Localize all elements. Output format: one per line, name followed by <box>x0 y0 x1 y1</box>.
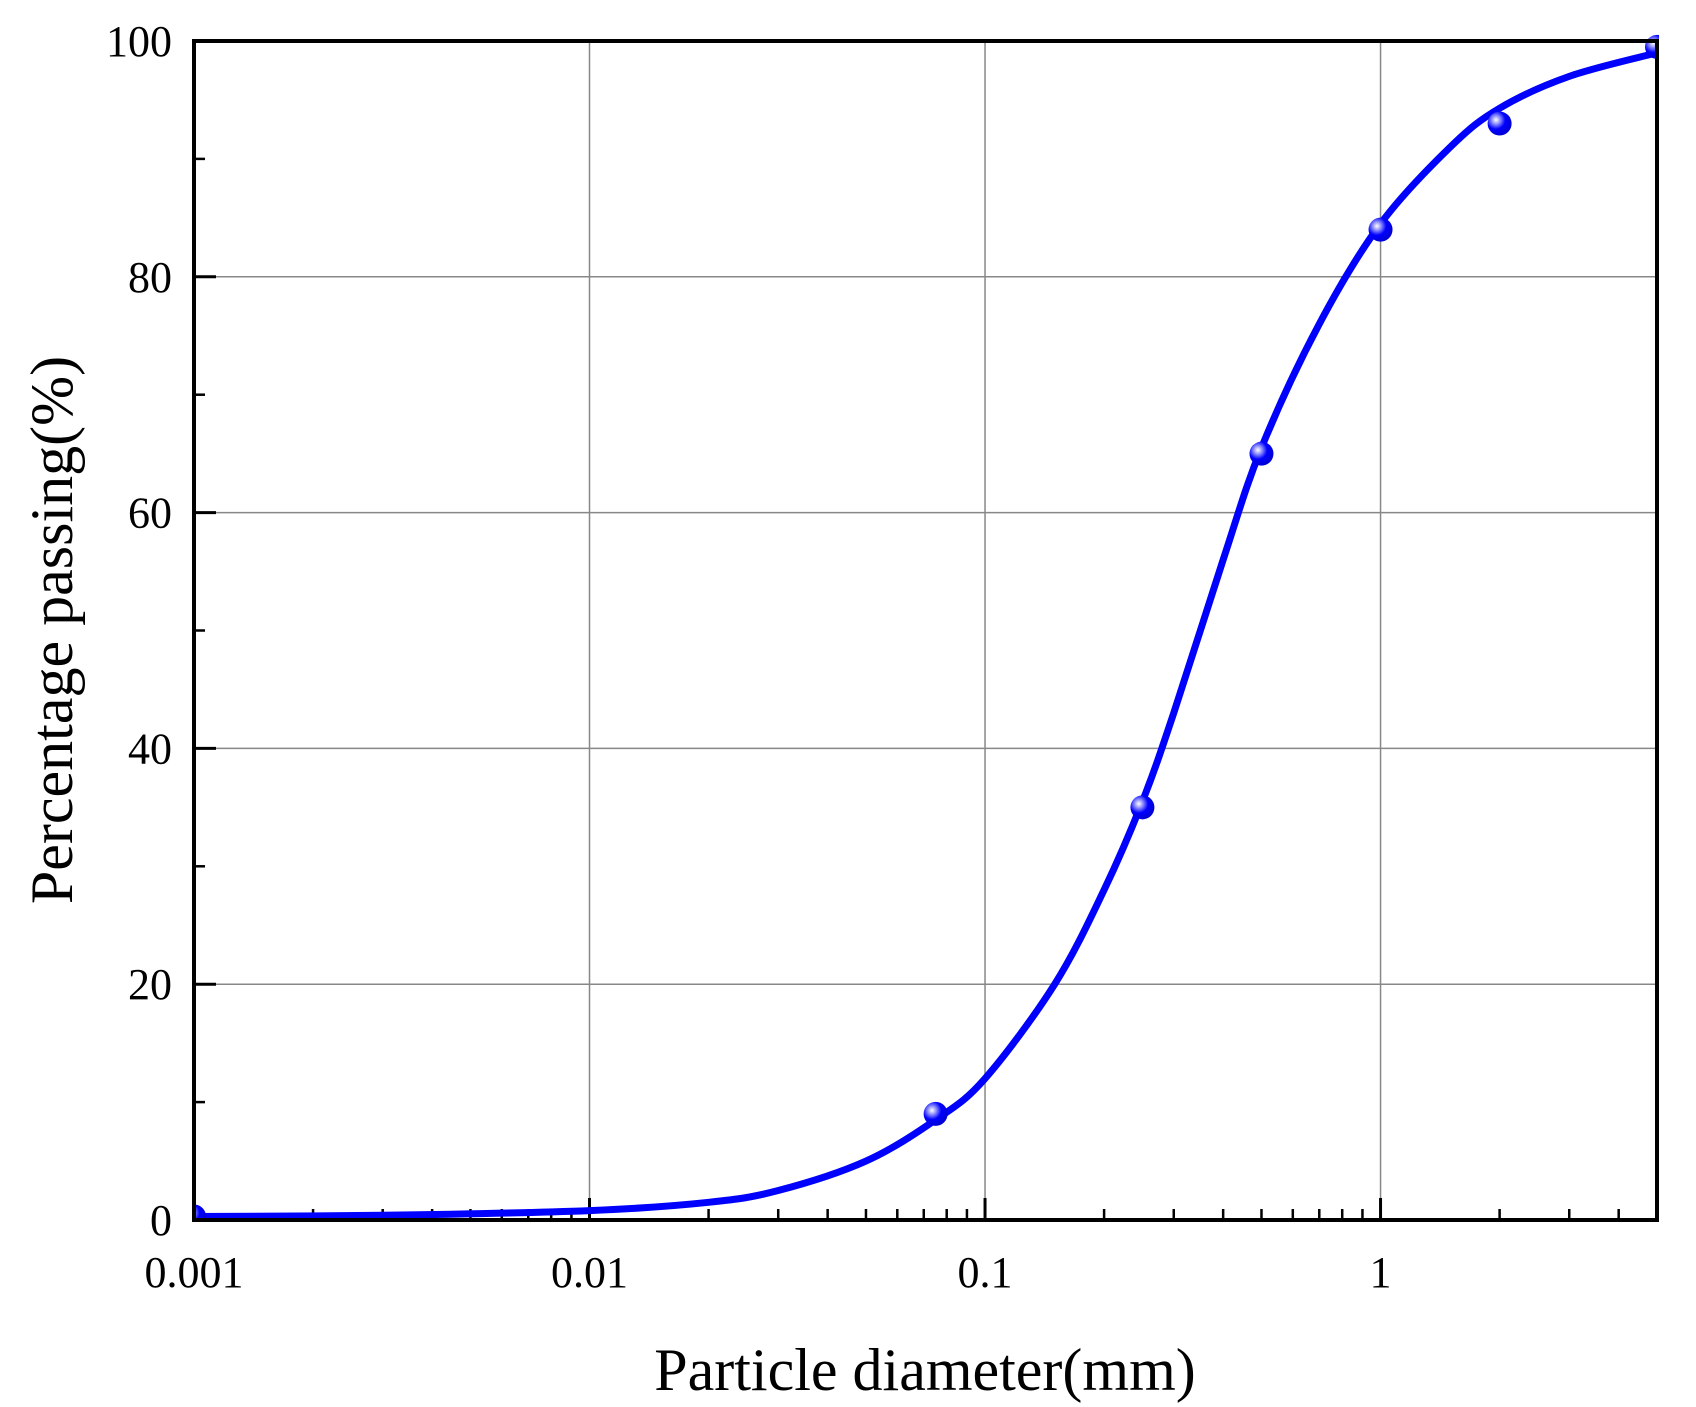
y-tick-label: 60 <box>128 489 172 538</box>
data-point <box>1368 217 1393 242</box>
data-point <box>923 1101 948 1126</box>
plot-frame <box>192 39 1659 1222</box>
fitted-curve-line <box>194 49 1658 1220</box>
x-tick-label: 1 <box>1370 1248 1392 1297</box>
y-tick-label: 80 <box>128 253 172 302</box>
y-tick-label: 20 <box>128 960 172 1009</box>
y-tick-label: 100 <box>106 17 172 66</box>
data-point <box>1487 111 1512 136</box>
x-axis-label: Particle diameter(mm) <box>654 1337 1195 1403</box>
y-tick-label: 0 <box>150 1196 172 1245</box>
tick-labels: 0.001 0.01 0.1 1 0 20 40 60 80 100 <box>106 17 1392 1297</box>
grid <box>193 41 1657 1220</box>
y-axis-label: Percentage passing(%) <box>19 356 85 904</box>
data-point <box>1130 795 1155 820</box>
x-tick-label: 0.001 <box>145 1248 244 1297</box>
series-layer <box>194 34 1659 1220</box>
y-tick-label: 40 <box>128 724 172 773</box>
axis-ticks <box>192 39 1659 1222</box>
x-tick-label: 0.01 <box>551 1248 628 1297</box>
x-tick-label: 0.1 <box>958 1248 1013 1297</box>
data-point <box>194 1204 206 1220</box>
data-point <box>1249 441 1274 466</box>
